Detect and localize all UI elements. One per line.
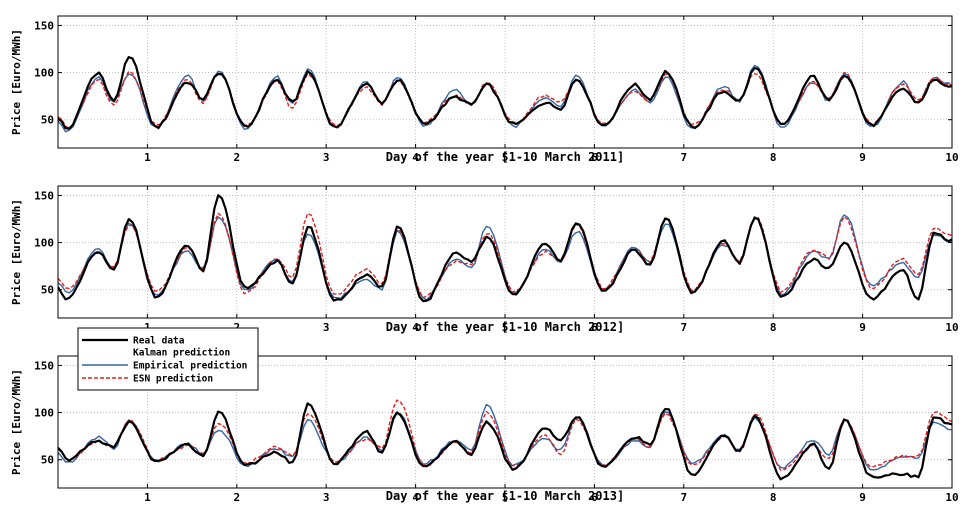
y-axis-label: Price [Euro/MWh] xyxy=(10,199,23,305)
x-tick-label: 5 xyxy=(502,321,509,334)
y-tick-label: 100 xyxy=(34,407,54,420)
legend-label: ESN prediction xyxy=(133,374,213,385)
x-tick-label: 9 xyxy=(859,321,866,334)
series-group xyxy=(58,194,952,303)
x-axis-label: Day of the year [1-10 March 2012] xyxy=(386,320,624,334)
series-group xyxy=(58,399,952,481)
y-axis-label: Price [Euro/MWh] xyxy=(10,29,23,135)
x-tick-label: 10 xyxy=(945,491,958,504)
x-tick-label: 7 xyxy=(680,321,687,334)
y-tick-label: 100 xyxy=(34,237,54,250)
x-tick-label: 3 xyxy=(323,321,330,334)
x-axis-label: Day of the year [1-10 March 2011] xyxy=(386,150,624,164)
y-tick-label: 50 xyxy=(41,114,54,127)
series-line-real-data xyxy=(58,194,952,303)
panel-3: 1 2 3 4 5 6 7 8 9 10 50 100 150 Day of the year [1-10… xyxy=(10,355,959,504)
legend-label: Real data xyxy=(133,336,185,347)
x-tick-label: 6 xyxy=(591,151,598,164)
x-tick-label: 8 xyxy=(770,151,777,164)
x-tick-label: 8 xyxy=(770,321,777,334)
x-tick-label: 10 xyxy=(945,151,958,164)
panel-1: 1 2 3 4 5 6 7 8 9 10 50 100 150 Day of the year [1-10… xyxy=(10,15,959,164)
x-tick-label: 1 xyxy=(144,151,151,164)
x-tick-label: 10 xyxy=(945,321,958,334)
x-axis-label: Day of the year [1-10 March 2013] xyxy=(386,489,624,503)
legend-label: Kalman prediction xyxy=(133,348,230,359)
x-tick-label: 2 xyxy=(233,151,240,164)
y-tick-label: 50 xyxy=(41,454,54,467)
series-group xyxy=(58,56,952,133)
x-tick-label: 4 xyxy=(412,321,419,334)
legend-box xyxy=(77,327,259,391)
y-tick-label: 150 xyxy=(34,359,54,372)
x-tick-label: 6 xyxy=(591,321,598,334)
y-tick-label: 100 xyxy=(34,67,54,80)
x-tick-label: 5 xyxy=(502,491,509,504)
series-line-real-data xyxy=(58,402,952,481)
y-tick-label: 150 xyxy=(34,19,54,32)
x-tick-label: 4 xyxy=(412,151,419,164)
x-tick-label: 1 xyxy=(144,491,151,504)
x-tick-label: 5 xyxy=(502,151,509,164)
x-tick-label: 7 xyxy=(680,491,687,504)
series-line-real-data xyxy=(58,56,952,130)
x-tick-label: 3 xyxy=(323,491,330,504)
x-tick-label: 8 xyxy=(770,491,777,504)
x-tick-label: 9 xyxy=(859,491,866,504)
y-tick-label: 50 xyxy=(41,284,54,297)
x-tick-label: 3 xyxy=(323,151,330,164)
y-tick-label: 150 xyxy=(34,189,54,202)
y-axis-label: Price [Euro/MWh] xyxy=(10,369,23,475)
x-tick-label: 6 xyxy=(591,491,598,504)
legend-label: Empirical prediction xyxy=(133,361,247,372)
x-tick-label: 9 xyxy=(859,151,866,164)
x-tick-label: 7 xyxy=(680,151,687,164)
x-tick-label: 2 xyxy=(233,491,240,504)
x-tick-label: 4 xyxy=(412,491,419,504)
